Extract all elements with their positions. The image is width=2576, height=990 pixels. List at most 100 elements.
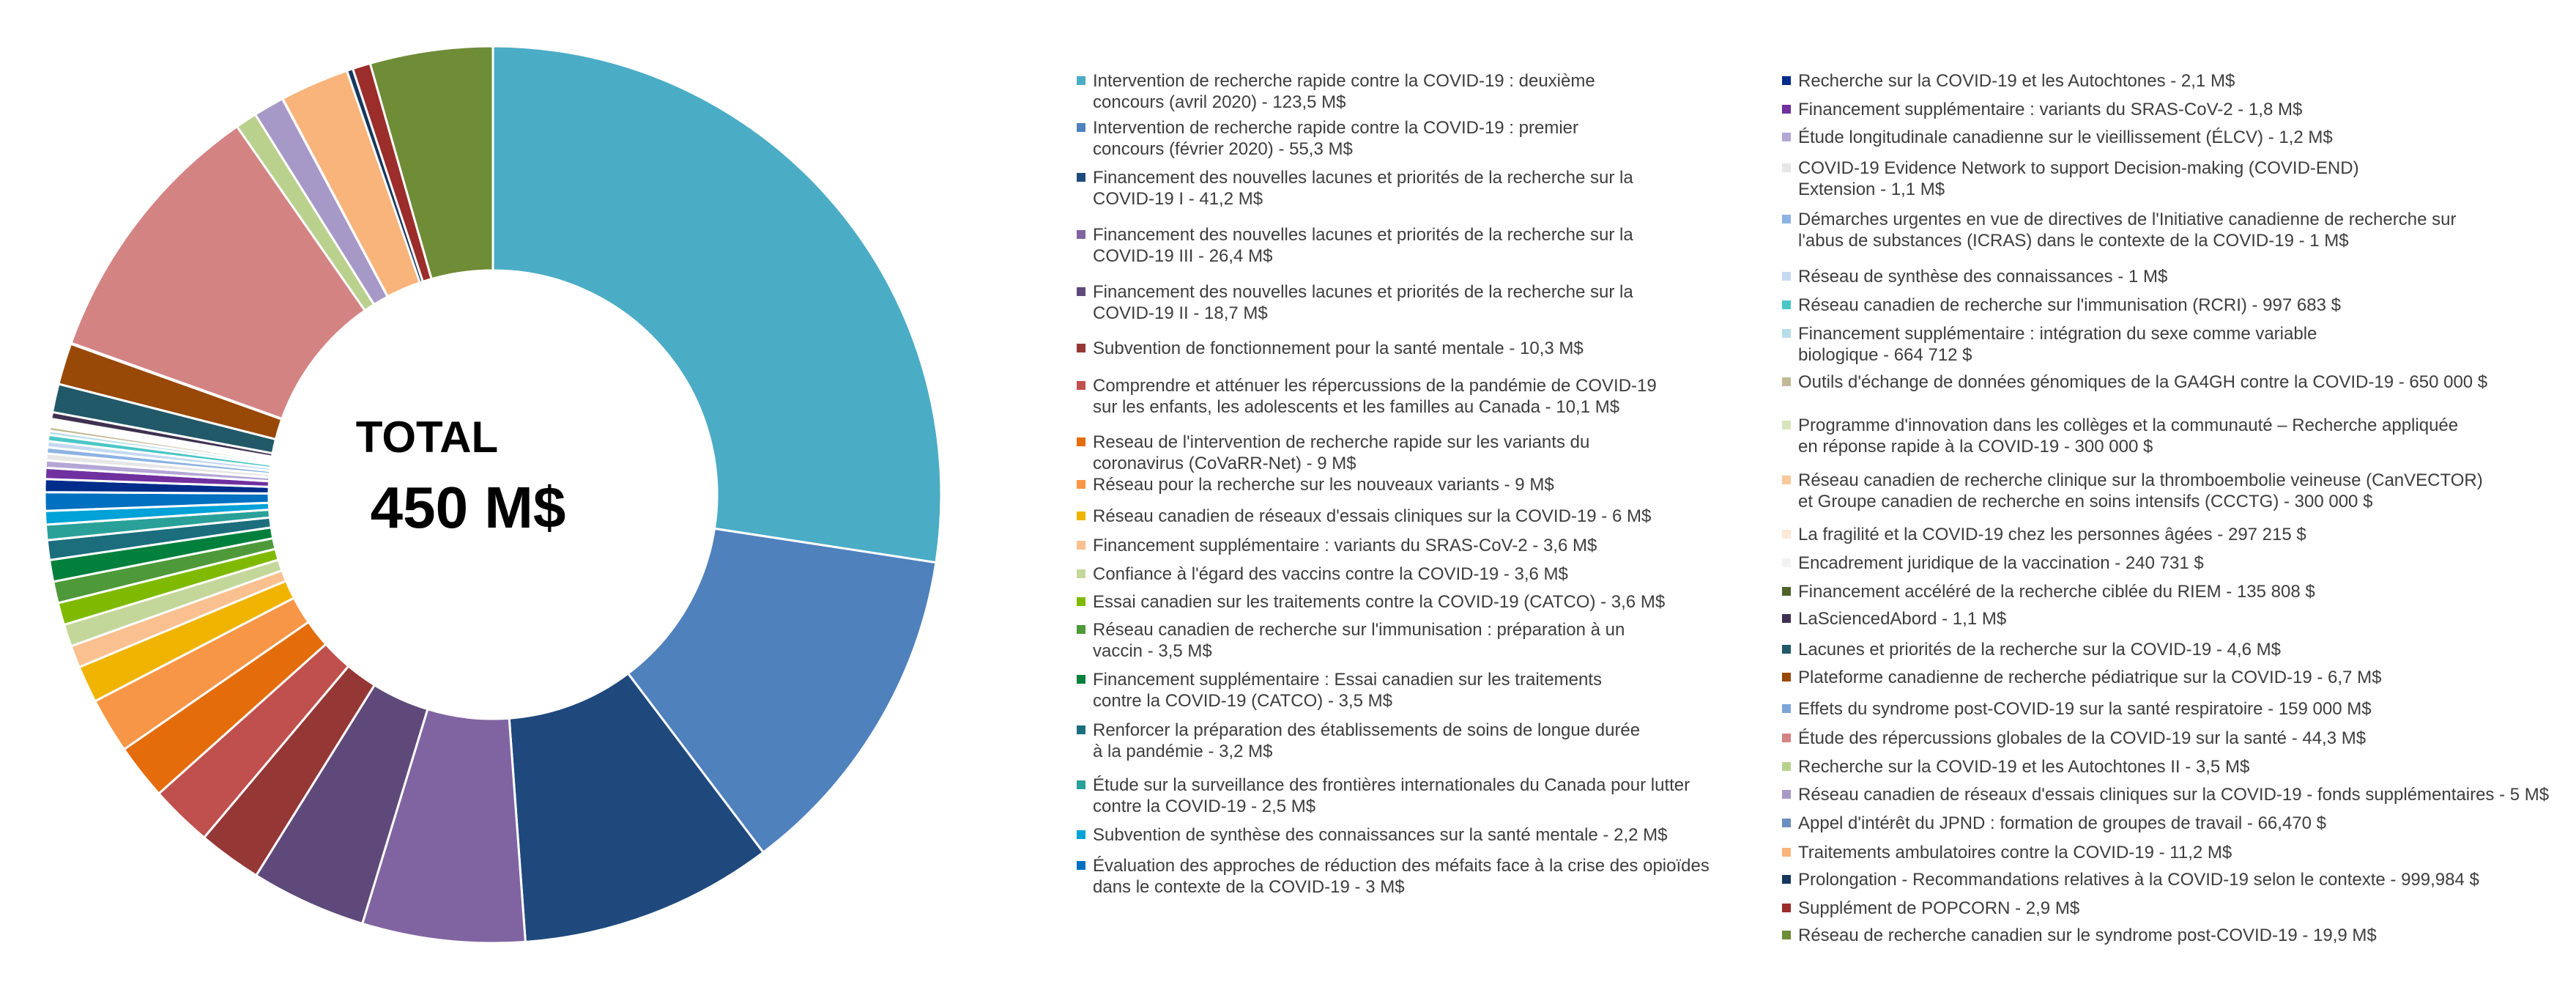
legend-label: Lacunes et priorités de la recherche sur… — [1798, 639, 2281, 660]
legend-label: Étude sur la surveillance des frontières… — [1093, 775, 1690, 817]
legend-swatch — [1782, 673, 1791, 681]
legend-label-line: Financement des nouvelles lacunes et pri… — [1093, 282, 1633, 302]
legend-label-line: Recherche sur la COVID-19 et les Autocht… — [1798, 71, 2235, 91]
legend-label: Essai canadien sur les traitements contr… — [1093, 591, 1665, 613]
legend-label-line: contre la COVID-19 (CATCO) - 3,5 M$ — [1093, 691, 1392, 711]
legend-label-line: Réseau canadien de réseaux d'essais clin… — [1798, 785, 2550, 805]
legend-swatch — [1077, 569, 1085, 578]
legend-label: Réseau canadien de recherche sur l'immun… — [1093, 619, 1625, 662]
legend-swatch — [1782, 421, 1791, 429]
legend-label-line: COVID-19 II - 18,7 M$ — [1093, 303, 1268, 323]
legend-label-line: Réseau de synthèse des connaissances - 1… — [1798, 267, 2168, 287]
legend-label: Supplément de POPCORN - 2,9 M$ — [1798, 898, 2079, 919]
legend-label: La fragilité et la COVID-19 chez les per… — [1798, 524, 2306, 545]
legend-label-line: Plateforme canadienne de recherche pédia… — [1798, 668, 2382, 687]
legend-swatch — [1782, 614, 1791, 623]
legend-label-line: Encadrement juridique de la vaccination … — [1798, 553, 2204, 573]
legend-swatch — [1782, 163, 1791, 172]
legend-swatch — [1782, 329, 1791, 338]
legend-label-line: Financement accéléré de la recherche cib… — [1798, 582, 2315, 602]
legend-label: Intervention de recherche rapide contre … — [1093, 117, 1578, 160]
legend-label-line: Financement des nouvelles lacunes et pri… — [1093, 225, 1633, 245]
legend-label-line: Financement supplémentaire : Essai canad… — [1093, 670, 1603, 690]
legend-label-line: Lacunes et priorités de la recherche sur… — [1798, 640, 2281, 660]
legend-label: Outils d'échange de données génomiques d… — [1798, 372, 2487, 393]
legend-swatch — [1782, 558, 1791, 567]
legend-swatch — [1077, 344, 1085, 352]
legend-swatch — [1782, 819, 1791, 827]
legend-label-line: contre la COVID-19 - 2,5 M$ — [1093, 797, 1316, 816]
legend-label-line: Intervention de recherche rapide contre … — [1093, 71, 1595, 91]
legend-label-line: COVID-19 Evidence Network to support Dec… — [1798, 158, 2359, 178]
legend-label-line: La fragilité et la COVID-19 chez les per… — [1798, 525, 2306, 544]
legend-swatch — [1077, 123, 1085, 132]
legend-label: Réseau canadien de réseaux d'essais clin… — [1093, 506, 1651, 527]
legend-label-line: Extension - 1,1 M$ — [1798, 180, 1945, 199]
legend-label: Confiance à l'égard des vaccins contre l… — [1093, 564, 1568, 585]
legend-swatch — [1077, 76, 1085, 85]
legend-swatch — [1782, 272, 1791, 281]
legend-swatch — [1077, 597, 1085, 606]
legend-swatch — [1782, 848, 1791, 857]
legend-label: Évaluation des approches de réduction de… — [1093, 855, 1710, 898]
legend-label: COVID-19 Evidence Network to support Dec… — [1798, 158, 2359, 200]
legend-swatch — [1782, 931, 1791, 939]
legend-label: Réseau pour la recherche sur les nouveau… — [1093, 474, 1554, 495]
legend-swatch — [1782, 105, 1791, 114]
center-total-amount: 450 M$ — [371, 475, 566, 540]
legend-swatch — [1077, 861, 1085, 870]
legend-swatch — [1077, 511, 1085, 520]
legend-label-line: Recherche sur la COVID-19 et les Autocht… — [1798, 757, 2250, 777]
legend-label-line: Confiance à l'égard des vaccins contre l… — [1093, 564, 1568, 584]
legend-swatch — [1077, 480, 1085, 489]
legend-label: Financement des nouvelles lacunes et pri… — [1093, 224, 1633, 267]
legend-label-line: Financement supplémentaire : intégration… — [1798, 324, 2317, 344]
legend-label-line: Appel d'intérêt du JPND : formation de g… — [1798, 813, 2326, 833]
legend-label-line: Renforcer la préparation des établisseme… — [1093, 720, 1641, 740]
legend-label: Prolongation - Recommandations relatives… — [1798, 869, 2479, 890]
legend-label: Appel d'intérêt du JPND : formation de g… — [1798, 813, 2326, 834]
legend-swatch — [1782, 300, 1791, 309]
legend-label-line: concours (février 2020) - 55,3 M$ — [1093, 139, 1353, 159]
legend-swatch — [1782, 133, 1791, 141]
legend-label-line: Étude sur la surveillance des frontières… — [1093, 775, 1690, 795]
legend-label-line: Financement des nouvelles lacunes et pri… — [1093, 168, 1633, 188]
legend-label: Étude longitudinale canadienne sur le vi… — [1798, 127, 2333, 148]
legend-label: Réseau de synthèse des connaissances - 1… — [1798, 266, 2167, 287]
legend-label: Réseau canadien de recherche sur l'immun… — [1798, 295, 2341, 316]
legend-label: Recherche sur la COVID-19 et les Autocht… — [1798, 70, 2235, 92]
legend-label-line: COVID-19 III - 26,4 M$ — [1093, 246, 1273, 266]
legend-label: Financement supplémentaire : Essai canad… — [1093, 669, 1602, 712]
legend-label-line: Étude longitudinale canadienne sur le vi… — [1798, 128, 2333, 147]
legend-label-line: Outils d'échange de données génomiques d… — [1798, 372, 2488, 392]
legend-swatch — [1782, 704, 1791, 713]
legend-label-line: Effets du syndrome post-COVID-19 sur la … — [1798, 699, 2372, 719]
legend-swatch — [1077, 625, 1085, 634]
legend-label: Comprendre et atténuer les répercussions… — [1093, 375, 1657, 418]
legend-label: Renforcer la préparation des établisseme… — [1093, 720, 1640, 762]
legend-label-line: Essai canadien sur les traitements contr… — [1093, 592, 1666, 612]
donut-slices — [43, 45, 943, 945]
center-total-label: TOTAL — [356, 413, 498, 462]
legend-label: Subvention de fonctionnement pour la san… — [1093, 338, 1584, 359]
legend-label-line: biologique - 664 712 $ — [1798, 345, 1972, 365]
legend-swatch — [1077, 780, 1085, 789]
legend-label: Effets du syndrome post-COVID-19 sur la … — [1798, 698, 2372, 720]
legend-label-line: Réseau canadien de recherche sur l'immun… — [1093, 620, 1625, 640]
legend-label-line: Comprendre et atténuer les répercussions… — [1093, 376, 1657, 396]
legend-swatch — [1782, 904, 1791, 912]
legend-label: Intervention de recherche rapide contre … — [1093, 70, 1595, 113]
legend-swatch — [1077, 830, 1085, 839]
legend-label-line: Réseau de recherche canadien sur le synd… — [1798, 926, 2377, 945]
legend-label: Réseau canadien de recherche clinique su… — [1798, 470, 2483, 512]
legend-label-line: Réseau canadien de recherche clinique su… — [1798, 470, 2483, 490]
legend-label-line: Traitements ambulatoires contre la COVID… — [1798, 843, 2232, 862]
legend-label-line: coronavirus (CoVaRR-Net) - 9 M$ — [1093, 454, 1356, 473]
legend-swatch — [1077, 541, 1085, 550]
legend-label: Plateforme canadienne de recherche pédia… — [1798, 667, 2381, 688]
legend-label-line: Réseau pour la recherche sur les nouveau… — [1093, 475, 1554, 495]
legend-swatch — [1077, 437, 1085, 446]
legend-label-line: concours (avril 2020) - 123,5 M$ — [1093, 92, 1346, 112]
legend-label: Financement supplémentaire : intégration… — [1798, 323, 2317, 366]
legend-label-line: vaccin - 3,5 M$ — [1093, 641, 1212, 661]
